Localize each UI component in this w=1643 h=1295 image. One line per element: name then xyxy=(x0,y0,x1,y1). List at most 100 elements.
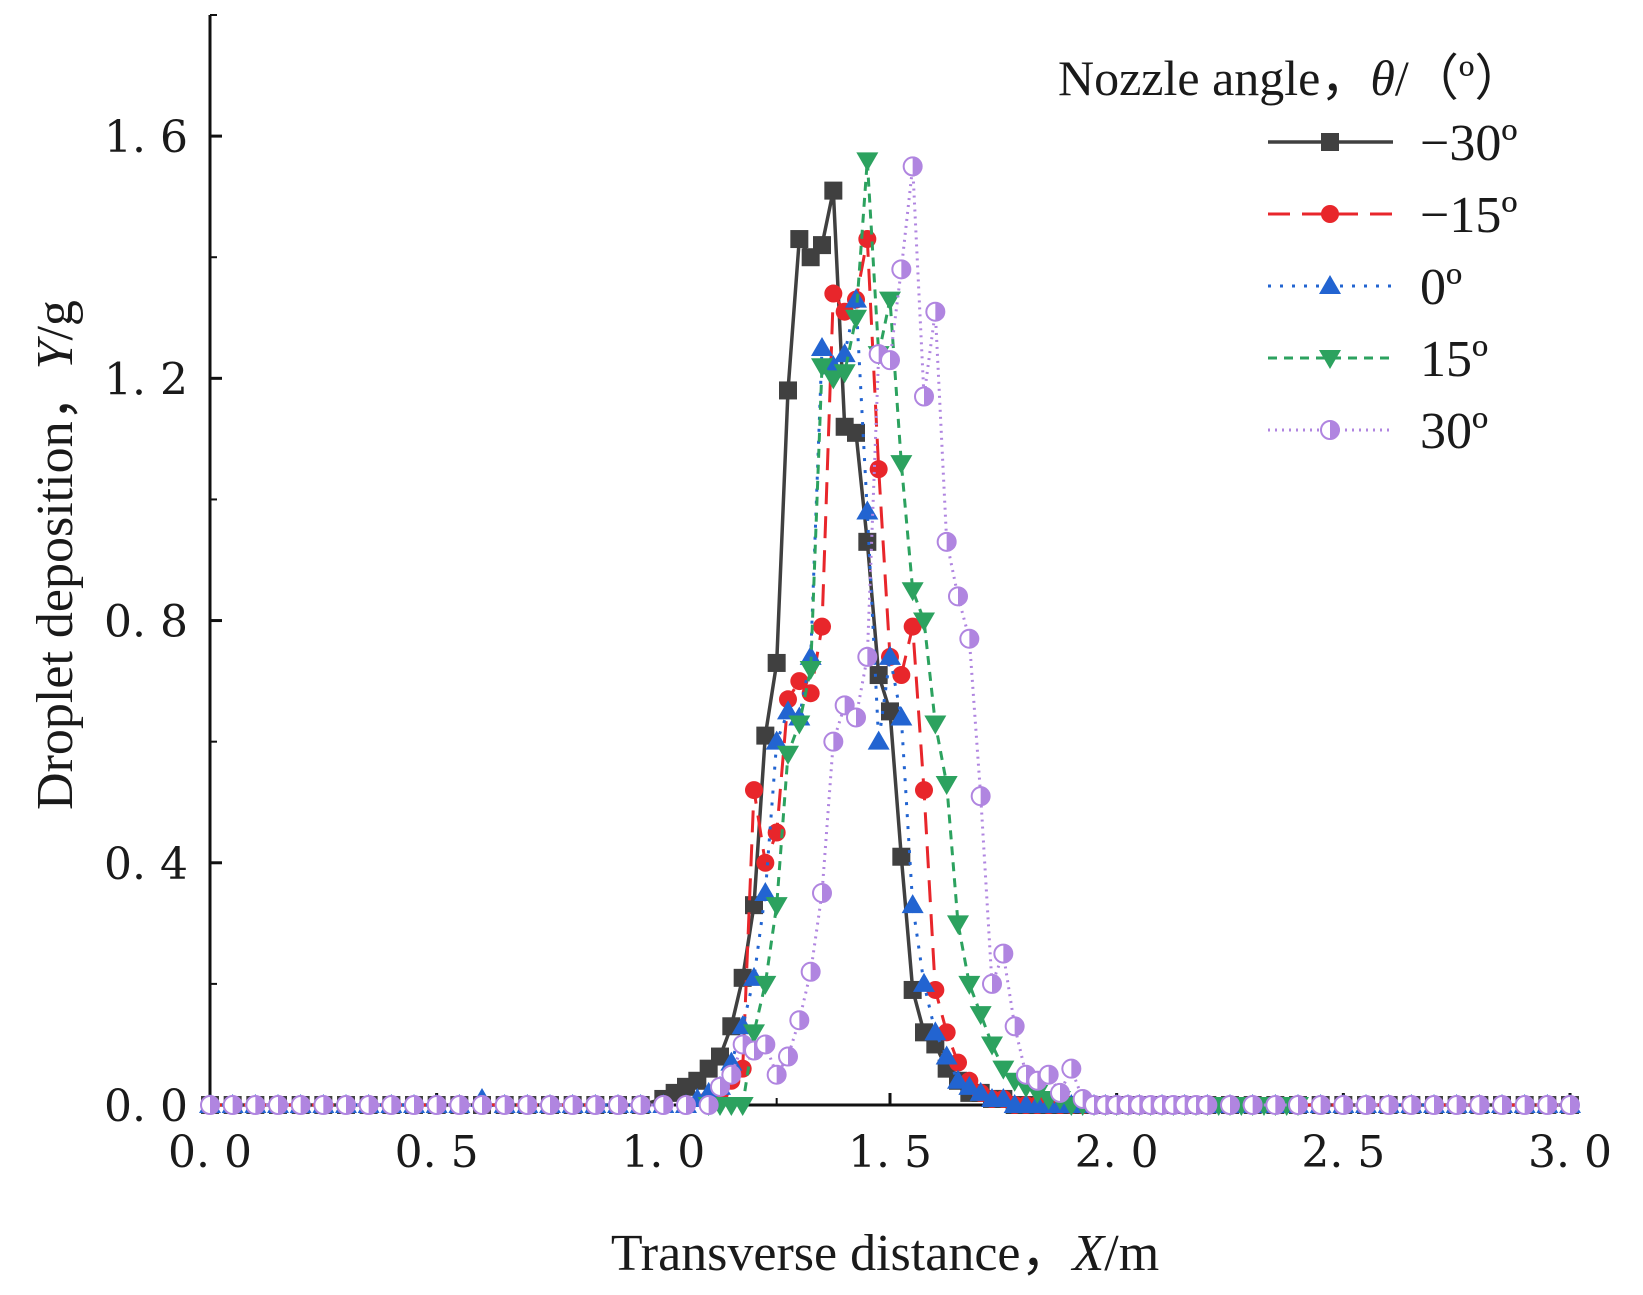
series-4-point xyxy=(1514,1095,1535,1115)
series-2-point xyxy=(765,730,788,750)
series-0-point xyxy=(824,181,843,200)
series-3-point xyxy=(856,152,879,172)
legend-items: −30º −15º 0º 15º 30º xyxy=(1268,115,1517,460)
legend-label: −30º xyxy=(1420,115,1517,172)
y-axis-ticks: 0. 0 0. 4 0. 8 1. 2 1. 6 xyxy=(104,14,222,1132)
x-axis-ticks: 0. 0 0. 5 1. 0 1. 5 2. 0 2. 5 3. 0 xyxy=(168,1093,1612,1178)
series-1-point xyxy=(903,617,922,636)
series-4-point xyxy=(449,1095,470,1115)
series-4-point xyxy=(494,1095,515,1115)
series-4-point xyxy=(1378,1095,1399,1115)
series-4-point xyxy=(1356,1095,1376,1115)
series-4-point xyxy=(1560,1095,1580,1115)
legend-label: 15º xyxy=(1420,331,1488,388)
series-4-point xyxy=(426,1095,447,1115)
series-4-point xyxy=(1050,1082,1070,1103)
series-2-line xyxy=(210,298,1570,1107)
series-3-point xyxy=(731,1097,754,1116)
series-4-point xyxy=(381,1095,402,1115)
series-3-point xyxy=(1026,1084,1049,1104)
series-0-point xyxy=(756,726,775,745)
series-3-point xyxy=(924,715,947,735)
series-0-point xyxy=(858,532,877,551)
series-1-point xyxy=(790,672,809,691)
y-axis-title-var: Y xyxy=(27,335,84,369)
series-4-point xyxy=(721,1064,742,1085)
series-2-point xyxy=(924,1021,947,1041)
legend-label: −15º xyxy=(1420,187,1517,244)
series-3-point xyxy=(811,358,833,378)
series-4-point xyxy=(959,628,980,649)
legend-marker xyxy=(1320,420,1340,440)
series-4-point xyxy=(653,1095,674,1115)
series-2-point xyxy=(856,500,879,520)
series-4-point xyxy=(630,1095,651,1115)
series-4-point xyxy=(1446,1095,1467,1115)
series-0-point xyxy=(892,847,911,866)
x-axis-title: Transverse distance，X/m xyxy=(611,1225,1159,1282)
series-4-point xyxy=(245,1095,266,1115)
x-tick-label: 0. 5 xyxy=(395,1127,479,1178)
series-4-point xyxy=(540,1095,560,1115)
series-3-point xyxy=(947,915,969,935)
series-4-point xyxy=(993,943,1014,964)
x-tick-label: 1. 0 xyxy=(621,1127,705,1178)
series-3-point xyxy=(799,661,822,680)
series-0-point xyxy=(813,236,831,255)
series-2-point xyxy=(754,882,777,902)
series-4-point xyxy=(1220,1095,1240,1115)
series-3-point xyxy=(845,309,867,329)
series-0-point xyxy=(767,653,786,672)
series-4-point xyxy=(358,1095,379,1115)
series-4-point xyxy=(313,1095,334,1115)
series-4-point xyxy=(948,586,968,607)
series-4-point xyxy=(936,531,957,552)
series-4-point xyxy=(891,259,912,280)
series-4-point xyxy=(1061,1058,1082,1079)
x-axis-title-var: X xyxy=(1070,1225,1106,1282)
legend-title-var: θ xyxy=(1370,50,1395,106)
series-4-point xyxy=(1310,1095,1331,1115)
series-4-point xyxy=(1469,1095,1490,1115)
series-0-point xyxy=(869,666,888,685)
series-4-point xyxy=(823,731,844,752)
series-0-point xyxy=(847,423,865,442)
series-2-point xyxy=(958,1075,981,1095)
series-1-point xyxy=(745,781,763,800)
series-4-point xyxy=(1537,1095,1558,1115)
series-4-point xyxy=(676,1095,696,1115)
series-2-point xyxy=(913,972,935,992)
series-1-point xyxy=(756,853,775,872)
series-1-point xyxy=(869,460,888,479)
series-4-point xyxy=(880,350,900,371)
series-4-point xyxy=(914,386,934,407)
series-4-point xyxy=(200,1095,220,1115)
x-tick-label: 3. 0 xyxy=(1528,1127,1612,1178)
series-0-point xyxy=(779,381,797,400)
series-2-point xyxy=(890,706,913,726)
legend-title-suffix: /（º） xyxy=(1395,50,1524,106)
series-4-point xyxy=(404,1095,424,1115)
legend-label: 0º xyxy=(1420,259,1462,316)
series-4-point xyxy=(1197,1095,1218,1115)
series-4-point xyxy=(925,301,946,322)
series-2-point xyxy=(799,645,822,665)
legend-item-1: −15º xyxy=(1268,187,1517,244)
series-2-point xyxy=(867,730,890,750)
legend-marker xyxy=(1321,133,1339,151)
series-1-point xyxy=(813,617,831,636)
series-4-point xyxy=(800,961,821,982)
series-4-point xyxy=(290,1095,311,1115)
series-1-point xyxy=(779,690,797,709)
x-axis-title-unit: /m xyxy=(1104,1225,1159,1282)
series-4-point xyxy=(472,1095,492,1115)
series-3-point xyxy=(890,455,913,475)
series-4-point xyxy=(1265,1095,1286,1115)
y-axis-title-prefix: Droplet deposition， xyxy=(27,369,84,810)
legend: Nozzle angle，θ/（º） −30º −15º 0º 15º 30º xyxy=(1058,50,1524,460)
series-3-point xyxy=(935,776,958,796)
y-tick-label: 0. 8 xyxy=(104,597,188,648)
series-1-point xyxy=(915,781,933,800)
series-4-point xyxy=(1242,1095,1263,1115)
x-tick-label: 2. 0 xyxy=(1075,1127,1159,1178)
